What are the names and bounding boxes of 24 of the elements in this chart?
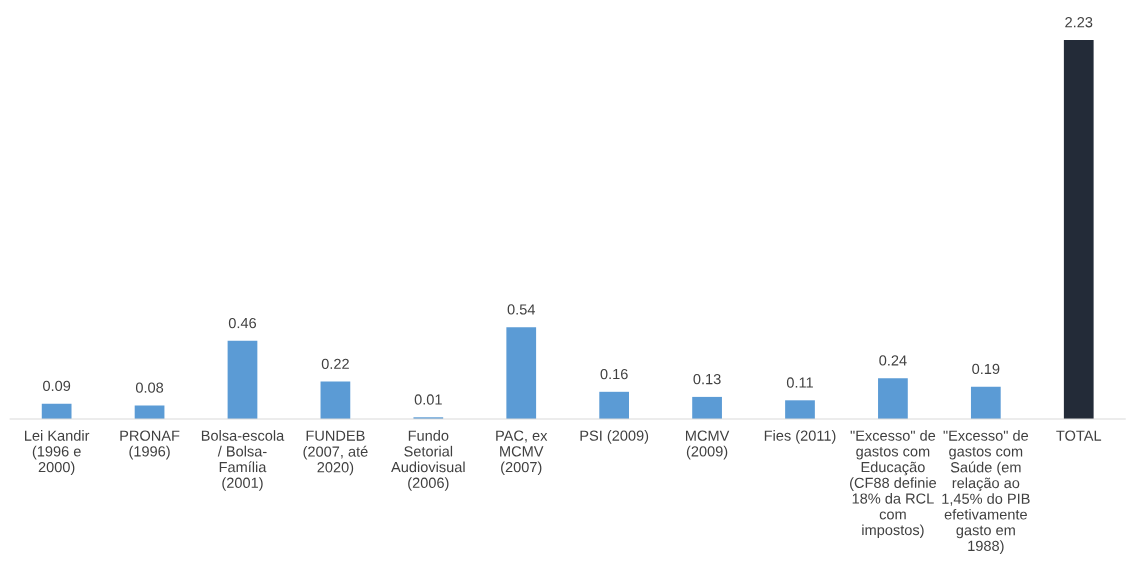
data-label: 0.13 [693, 373, 721, 385]
data-label: 2.23 [1065, 17, 1093, 28]
data-label: 0.54 [507, 304, 536, 315]
data-label: 0.11 [786, 377, 813, 388]
x-tick-label: "Excesso" de gastos com Educação (CF88 definie 18% da RCL com impostos) [850, 430, 937, 539]
x-tick-label: Fundo Setorial Audiovisual (2006) [391, 430, 465, 491]
x-tick-label: PAC, ex MCMV (2007) [496, 430, 548, 476]
x-tick-label: Fies (2011) [764, 430, 836, 444]
x-tick-label: TOTAL [1056, 430, 1102, 441]
x-tick-label: Lei Kandir (1996 e 2000) [25, 430, 90, 476]
x-tick-label: PSI (2009) [580, 430, 649, 444]
x-tick-label: MCMV (2009) [685, 430, 730, 460]
x-tick-label: PRONAF (1996) [120, 430, 180, 460]
data-label: 0.01 [414, 394, 442, 405]
data-label: 0.16 [600, 368, 628, 380]
data-label: 0.09 [43, 380, 71, 392]
data-label: 0.46 [228, 317, 257, 329]
data-label: 0.22 [321, 358, 349, 370]
data-label: 0.08 [135, 382, 164, 393]
data-label: 0.24 [879, 355, 907, 366]
x-tick-label: Bolsa-escola / Bolsa- Família (2001) [201, 430, 285, 491]
data-label: 0.19 [972, 363, 1000, 375]
x-tick-label: FUNDEB (2007, até 2020) [303, 430, 368, 476]
x-tick-label: "Excesso" de gastos com Saúde (em relação ao 1,45% do PIB efetivamente gasto em 1988) [942, 430, 1030, 554]
